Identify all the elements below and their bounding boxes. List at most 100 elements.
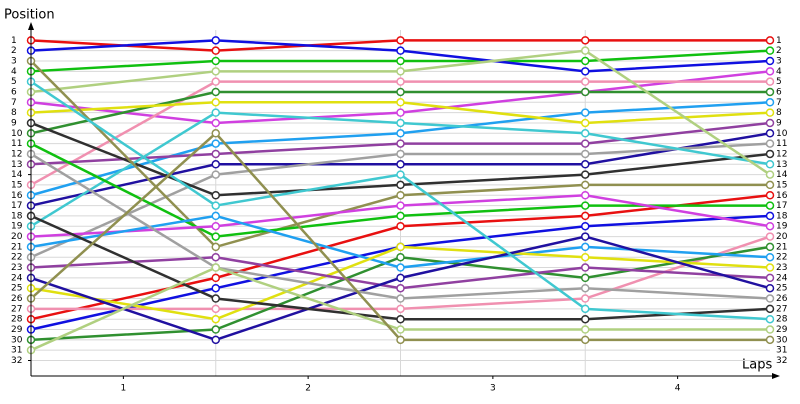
position-marker (765, 325, 775, 334)
y-tick-label-right: 17 (776, 201, 787, 211)
position-marker (581, 129, 590, 138)
position-marker (581, 118, 590, 128)
position-marker (765, 221, 775, 231)
y-tick-label-right: 1 (776, 36, 782, 46)
position-marker (581, 180, 590, 190)
position-marker (211, 98, 220, 107)
position-marker (211, 221, 220, 231)
position-marker (211, 149, 220, 159)
position-marker (211, 273, 220, 283)
y-tick-label: 4 (11, 67, 17, 77)
x-tick-label: 2 (305, 384, 311, 394)
y-tick-label: 1 (11, 36, 17, 46)
y-tick-label-right: 2 (776, 46, 782, 56)
position-marker (211, 129, 220, 138)
position-marker (396, 36, 405, 45)
y-tick-label: 32 (11, 356, 22, 366)
position-marker (396, 335, 405, 345)
position-marker (211, 191, 220, 200)
position-marker (396, 314, 405, 324)
axes (28, 22, 780, 379)
y-tick-label-right: 22 (776, 253, 787, 263)
y-tick-label: 9 (11, 118, 17, 128)
y-tick-label-right: 10 (776, 129, 788, 139)
position-marker (581, 191, 590, 200)
position-marker (765, 170, 775, 179)
y-tick-label-right: 3 (776, 56, 782, 66)
y-tick-label: 28 (11, 315, 23, 325)
y-tick-label: 14 (11, 170, 23, 180)
position-marker (211, 242, 220, 252)
y-tick-label: 5 (11, 77, 17, 87)
position-marker (581, 273, 590, 283)
position-marker (396, 67, 405, 76)
position-marker (581, 108, 590, 117)
y-tick-label: 23 (11, 263, 22, 273)
position-marker (581, 294, 590, 303)
position-marker (211, 56, 220, 66)
y-tick-label-right: 27 (776, 304, 787, 314)
y-tick-label: 15 (11, 180, 22, 190)
position-marker (581, 263, 590, 272)
x-tick-label: 3 (490, 384, 496, 394)
position-marker (765, 87, 775, 97)
y-tick-label: 13 (11, 160, 22, 170)
position-marker (581, 211, 590, 221)
y-tick-label: 21 (11, 242, 22, 252)
y-tick-label-right: 24 (776, 273, 788, 283)
position-marker (765, 283, 775, 293)
x-axis-arrow (772, 373, 780, 379)
position-marker (396, 77, 405, 86)
y-tick-label-right: 29 (776, 325, 788, 335)
position-marker (396, 46, 405, 55)
position-marker (581, 77, 590, 86)
position-marker (765, 118, 775, 128)
y-tick-label: 8 (11, 108, 17, 118)
y-tick-label-right: 12 (776, 149, 787, 159)
position-marker (396, 325, 405, 334)
y-tick-label-right: 7 (776, 98, 782, 108)
position-marker (581, 221, 590, 231)
position-marker (211, 294, 220, 303)
position-marker (396, 221, 405, 231)
position-marker (581, 46, 590, 55)
y-tick-label-right: 14 (776, 170, 788, 180)
y-tick-label-right: 11 (776, 139, 787, 149)
position-marker (581, 325, 590, 334)
position-marker (211, 252, 220, 262)
position-marker (581, 304, 590, 314)
y-tick-label: 24 (11, 273, 23, 283)
y-tick-label: 20 (11, 232, 23, 242)
position-marker (211, 139, 220, 148)
y-tick-label: 29 (11, 325, 23, 335)
position-marker (396, 294, 405, 303)
series-lines (26, 36, 775, 355)
position-marker (396, 304, 405, 314)
position-marker (396, 283, 405, 293)
y-tick-label: 25 (11, 284, 22, 294)
position-marker (211, 160, 220, 169)
position-marker (211, 201, 220, 210)
y-tick-label: 17 (11, 201, 22, 211)
position-marker (581, 67, 590, 76)
position-marker (396, 108, 405, 117)
position-marker (211, 87, 220, 97)
position-marker (765, 304, 775, 314)
y-tick-label-right: 9 (776, 118, 782, 128)
position-marker (765, 46, 775, 55)
position-marker (765, 149, 775, 159)
x-tick-label: 1 (121, 384, 127, 394)
position-marker (581, 139, 590, 148)
y-tick-label: 26 (11, 294, 23, 304)
position-marker (581, 283, 590, 293)
position-marker (581, 252, 590, 262)
position-marker (396, 118, 405, 128)
y-tick-label: 27 (11, 304, 22, 314)
position-marker (581, 314, 590, 324)
position-marker (581, 149, 590, 159)
position-marker (211, 314, 220, 324)
y-tick-label: 19 (11, 222, 23, 232)
position-marker (765, 180, 775, 190)
position-marker (396, 263, 405, 272)
position-marker (211, 67, 220, 76)
